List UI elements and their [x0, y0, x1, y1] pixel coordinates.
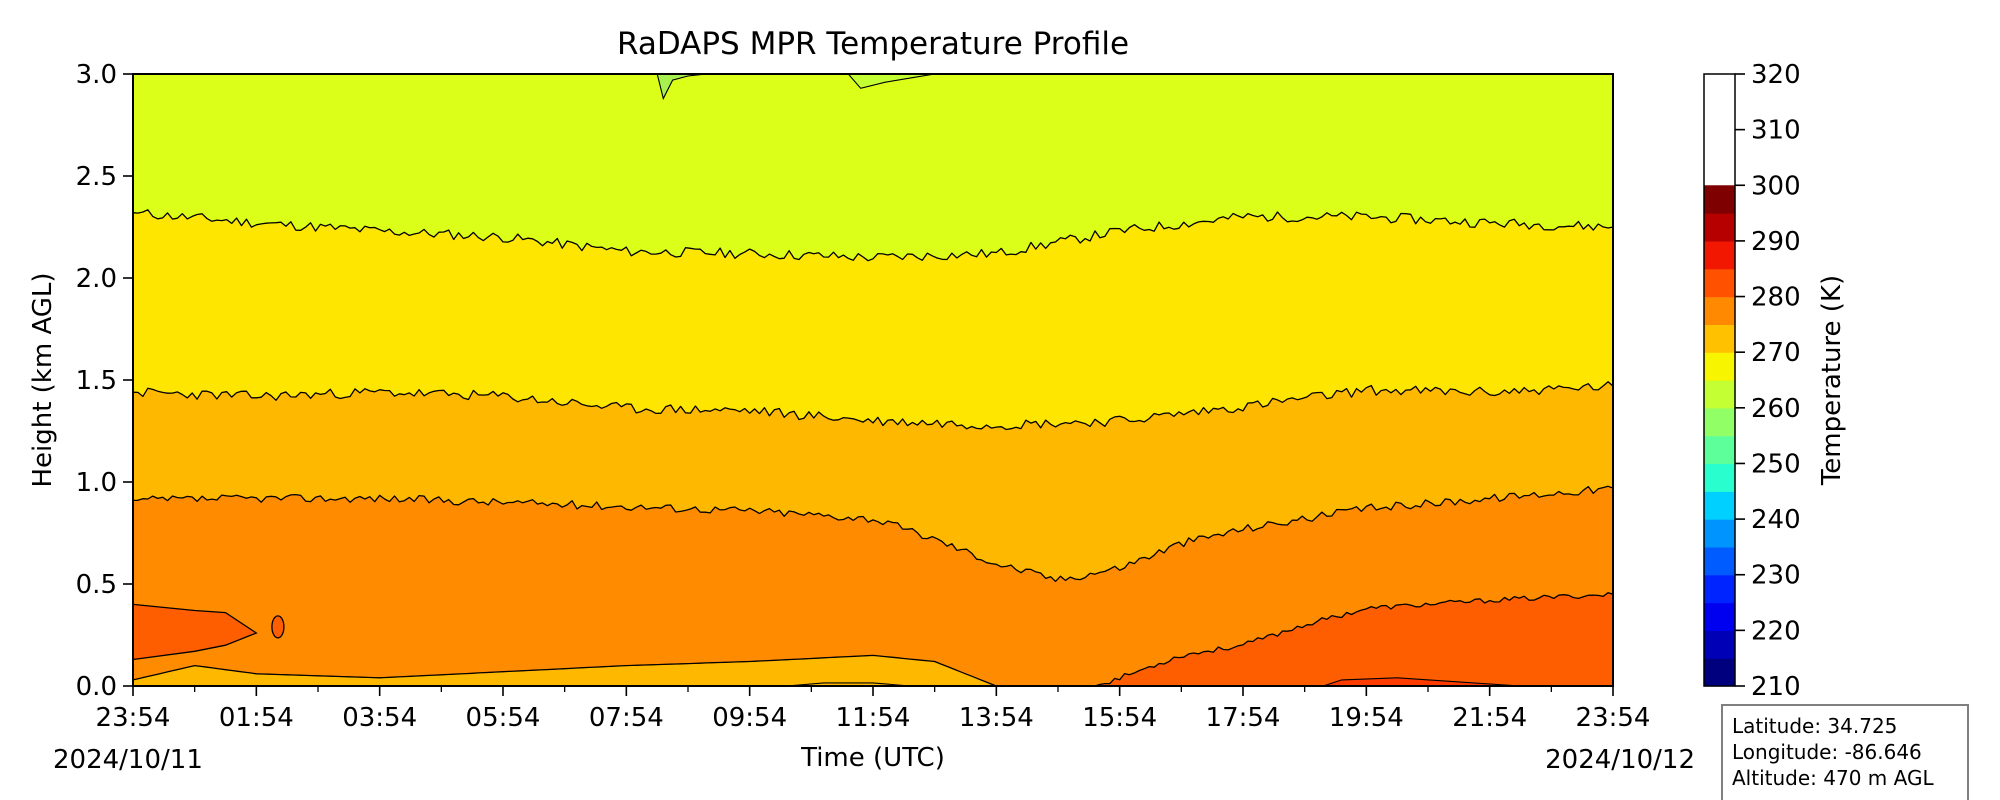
colorbar-label: Temperature (K): [1817, 275, 1847, 486]
start-date-label: 2024/10/11: [53, 745, 203, 775]
colorbar-tick-label: 270: [1751, 338, 1801, 368]
colorbar-segment: [1704, 324, 1735, 353]
colorbar-segment: [1704, 213, 1735, 242]
x-tick-label: 09:54: [712, 703, 787, 733]
y-tick-label: 0.5: [76, 570, 117, 600]
colorbar-frame: [1703, 73, 1736, 687]
x-tick-label: 03:54: [342, 703, 417, 733]
colorbar-tick-label: 210: [1751, 672, 1801, 702]
chart-title: RaDAPS MPR Temperature Profile: [617, 26, 1129, 62]
colorbar-segment: [1704, 268, 1735, 298]
station-info-frame: [1721, 704, 1969, 800]
colorbar-segment: [1704, 658, 1735, 687]
colorbar-segment: [1704, 240, 1735, 270]
x-tick-label: 13:54: [959, 703, 1034, 733]
x-tick-label: 23:54: [1576, 703, 1651, 733]
colorbar-segment: [1704, 463, 1735, 492]
y-tick-label: 2.0: [76, 264, 117, 294]
x-tick-label: 23:54: [96, 703, 171, 733]
band-285-290-surface: [133, 655, 997, 686]
x-tick-label: 21:54: [1452, 703, 1527, 733]
latitude-text: Latitude: 34.725: [1732, 714, 1897, 738]
colorbar-tick-label: 280: [1751, 283, 1801, 313]
y-tick-label: 0.0: [76, 672, 117, 702]
temperature-contour-fills: [133, 74, 1613, 686]
x-axis-label: Time (UTC): [800, 743, 945, 773]
colorbar-segment: [1704, 630, 1735, 659]
colorbar-segment: [1704, 519, 1735, 548]
colorbar-tick-label: 250: [1751, 449, 1801, 479]
colorbar-segment: [1704, 380, 1735, 409]
colorbar-tick-label: 260: [1751, 394, 1801, 424]
colorbar-segment: [1704, 185, 1735, 214]
y-tick-label: 1.0: [76, 468, 117, 498]
top-pocket-1: [656, 74, 707, 101]
colorbar-tick-label: 230: [1751, 561, 1801, 591]
colorbar-segment: [1704, 491, 1735, 520]
bottom-pocket: [1323, 677, 1521, 686]
contour-290-morning: [133, 654, 997, 686]
x-tick-label: 15:54: [1082, 703, 1157, 733]
colorbar-tick-label: 290: [1751, 227, 1801, 257]
contour-275: [133, 209, 1613, 262]
contour-285: [133, 485, 1613, 583]
colorbar-segment: [1704, 435, 1735, 465]
x-tick-label: 07:54: [589, 703, 664, 733]
x-tick-label: 01:54: [219, 703, 294, 733]
temperature-contour-lines: [133, 209, 1613, 686]
x-axis: 23:54 01:54 03:54 05:54 07:54 09:54 11:54 13:54…: [96, 686, 1651, 733]
band-275-280: [133, 74, 1613, 261]
colorbar-tick-label: 320: [1751, 60, 1801, 90]
warm-cell: [271, 615, 285, 639]
colorbar-segment: [1704, 296, 1735, 325]
top-pocket-2: [847, 74, 935, 89]
x-tick-label: 17:54: [1206, 703, 1281, 733]
colorbar-tick-label: 220: [1751, 616, 1801, 646]
contour-280: [133, 381, 1613, 431]
longitude-text: Longitude: -86.646: [1732, 740, 1922, 764]
band-295-300-early: [133, 603, 258, 661]
end-date-label: 2024/10/12: [1545, 745, 1695, 775]
colorbar-segment: [1704, 574, 1735, 604]
band-295-300-afternoon: [1095, 592, 1613, 686]
altitude-text: Altitude: 470 m AGL: [1732, 766, 1934, 790]
colorbar-segment: [1704, 602, 1735, 631]
x-tick-label: 19:54: [1329, 703, 1404, 733]
colorbar-tick-label: 300: [1751, 171, 1801, 201]
colorbar-tick-label: 240: [1751, 505, 1801, 535]
y-tick-label: 3.0: [76, 60, 117, 90]
colorbar-segment: [1704, 546, 1735, 576]
colorbar-tick-label: 310: [1751, 116, 1801, 146]
y-axis: 0.0 0.5 1.0 1.5 2.0 2.5 3.0: [76, 60, 133, 702]
y-tick-label: 2.5: [76, 162, 117, 192]
x-tick-label: 11:54: [836, 703, 911, 733]
colorbar-segment: [1704, 352, 1735, 381]
colorbar-ticks: 210 220 230 240 250 260 270 280 290 300 310 320: [1735, 60, 1801, 702]
surface-contour-small: [786, 682, 911, 686]
colorbar-segment: [1704, 407, 1735, 437]
contour-290-afternoon: [1094, 592, 1613, 686]
y-tick-label: 1.5: [76, 366, 117, 396]
temperature-colorbar: [1704, 185, 1735, 687]
y-axis-label: Height (km AGL): [28, 272, 58, 487]
x-tick-label: 05:54: [466, 703, 541, 733]
station-info-box: Latitude: 34.725 Longitude: -86.646 Alti…: [1721, 704, 1969, 800]
